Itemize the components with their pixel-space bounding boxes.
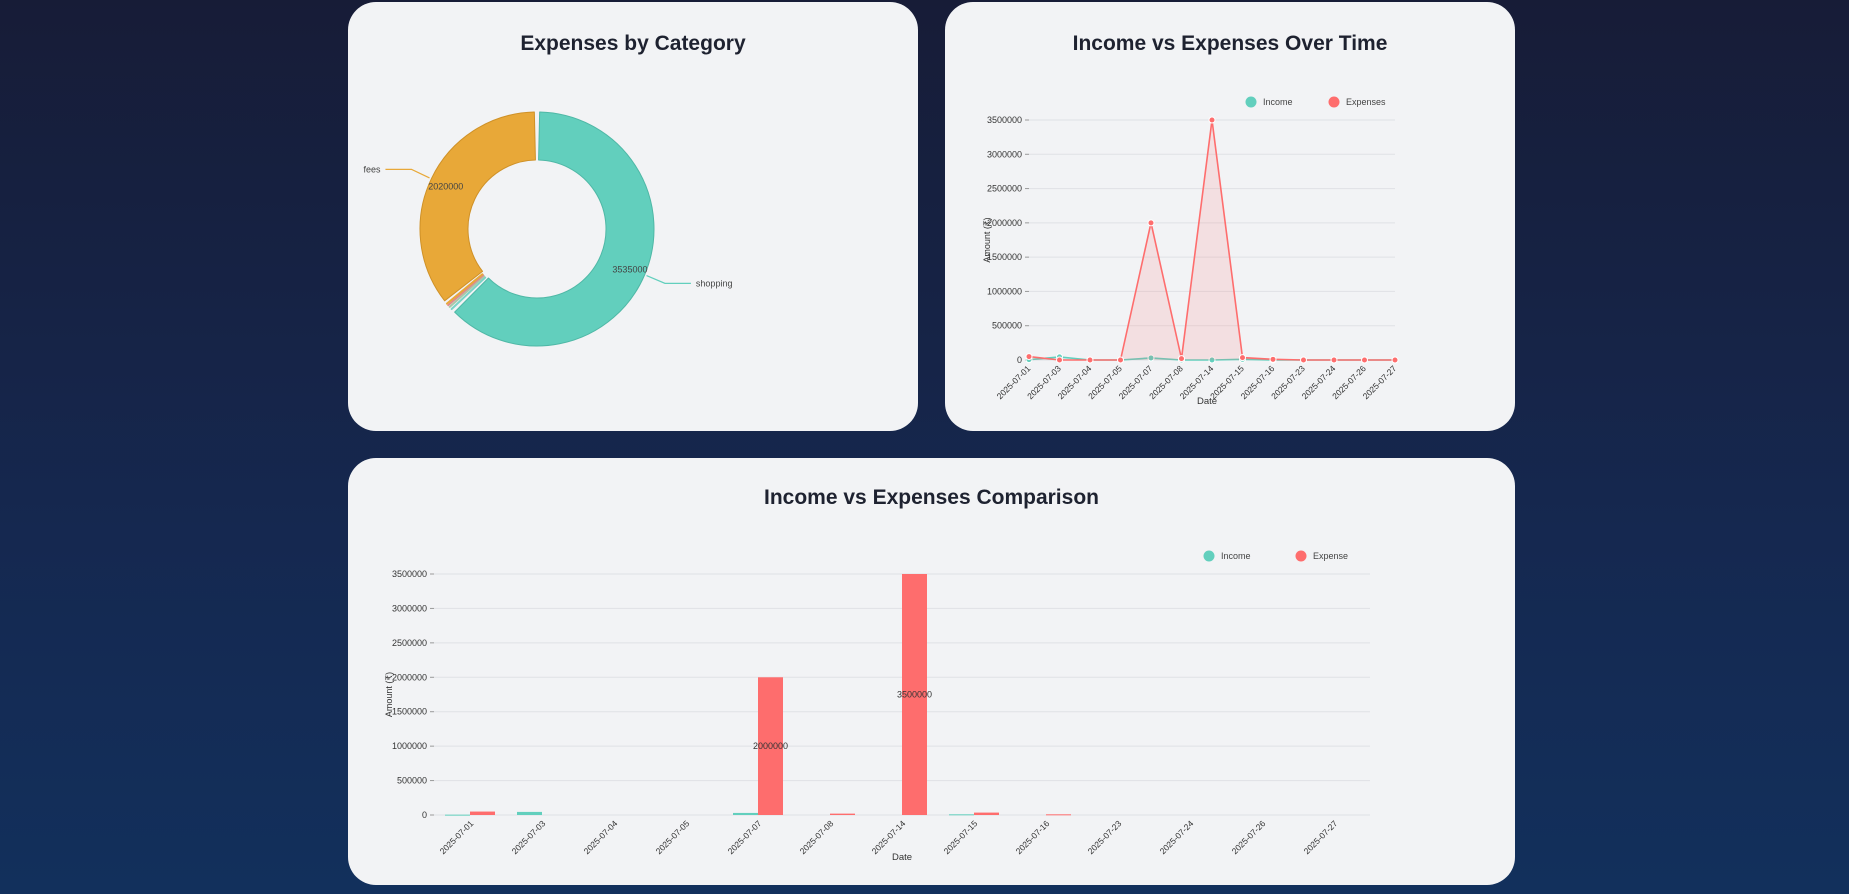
bar-chart-xtick-label: 2025-07-26 [1230,818,1268,856]
line-point [1330,356,1338,364]
line-chart-ytick-label: 1500000 [987,252,1022,262]
income-vs-expenses-comparison-card: Income vs Expenses Comparison 0 500000 100… [348,458,1515,885]
income-vs-expenses-over-time-card: Income vs Expenses Over Time 0 500000 1000… [945,2,1515,431]
bar-chart-xtick-label: 2025-07-04 [582,818,620,856]
bar-chart-ytick-label: 1500000 [392,707,427,717]
line-chart-legend-label: Expenses [1346,97,1386,107]
bar-chart-xlabel: Date [892,852,912,863]
line-chart-ytick-label: 1000000 [987,286,1022,296]
bar-chart-ytick-label: 0 [422,810,427,820]
bar-expense [1046,814,1071,816]
donut-slice-value: 2020000 [428,182,463,192]
line-chart-ytick-label: 0 [1017,355,1022,365]
bar-chart-ytick-label: 2500000 [392,638,427,648]
donut-slice-label: fees [363,164,381,174]
bar-chart-xtick-label: 2025-07-24 [1158,818,1196,856]
bar-chart-ytick-label: 2000000 [392,672,427,682]
bar-chart-ytick-label: 3000000 [392,603,427,613]
line-point [1025,353,1033,361]
line-point [1269,355,1277,363]
bar-income [445,814,470,816]
donut-label-line [646,274,691,284]
bar-chart: 0 500000 1000000 1500000 2000000 2500000 30000… [384,550,1370,863]
bar-expense [902,574,927,815]
line-point [1300,356,1307,364]
bar-chart-ytick-label: 3500000 [392,569,427,579]
bar-data-label: 2000000 [753,741,788,751]
line-point [1056,356,1063,364]
bar-income [733,812,758,815]
bar-chart-legend-marker [1203,550,1215,562]
pie-chart-title: Expenses by Category [520,32,746,55]
line-chart-ytick-label: 2000000 [987,218,1022,228]
line-point [1147,354,1155,362]
donut-slice [450,276,487,311]
bar-chart-xtick-label: 2025-07-03 [510,818,548,856]
donut-label-line [385,168,430,179]
bar-expense [974,812,999,815]
line-chart-ytick-label: 2500000 [987,184,1022,194]
donut-slice-label: shopping [696,278,733,288]
bar-chart-title: Income vs Expenses Comparison [764,486,1099,509]
expenses-by-category-card: Expenses by Category 3535000 shopping 2020… [348,2,918,431]
donut-chart: 3535000 shopping 2020000 fees [363,111,733,347]
line-point [1086,356,1094,364]
line-point [1361,356,1368,364]
bar-chart-xtick-label: 2025-07-05 [654,818,692,856]
bar-chart-legend-label: Income [1221,551,1251,561]
line-chart-ytick-label: 500000 [992,321,1022,331]
line-chart-xlabel: Date [1197,396,1217,407]
bar-expense [470,811,495,815]
bar-chart-ytick-label: 1000000 [392,741,427,751]
donut-slice [447,274,485,307]
line-point [1178,355,1185,363]
line-point [1117,356,1124,364]
line-chart: 0 500000 1000000 1500000 2000000 2500000 30000… [982,96,1399,407]
line-chart-title: Income vs Expenses Over Time [1072,32,1388,55]
line-chart-legend-marker [1328,96,1340,108]
line-chart-ylabel: Amount (₹) [982,217,992,262]
bar-chart-xtick-label: 2025-07-15 [942,818,980,856]
line-point [1239,354,1246,362]
bar-chart-xtick-label: 2025-07-07 [726,818,764,856]
donut-slice [448,275,486,308]
bar-chart-xtick-label: 2025-07-16 [1014,818,1052,856]
bar-chart-legend-marker [1295,550,1307,562]
line-point [1147,219,1155,227]
bar-data-label: 3500000 [897,690,932,700]
bar-chart-legend-label: Expense [1313,551,1348,561]
line-point [1208,116,1216,124]
bar-chart-xtick-label: 2025-07-08 [798,818,836,856]
donut-slice [454,111,655,347]
line-chart-legend-label: Income [1263,97,1293,107]
bar-expense [758,677,783,815]
bar-chart-ytick-label: 500000 [397,776,427,786]
line-chart-ytick-label: 3000000 [987,149,1022,159]
line-chart-ytick-label: 3500000 [987,115,1022,125]
donut-slice [419,111,536,302]
bar-income [949,814,974,816]
line-chart-legend-marker [1245,96,1257,108]
bar-chart-xtick-label: 2025-07-01 [438,818,476,856]
donut-slice [445,273,484,305]
bar-income [517,811,542,815]
line-point [1208,356,1216,364]
donut-slice-value: 3535000 [612,264,647,274]
line-series-area [1029,120,1395,360]
bar-chart-xtick-label: 2025-07-27 [1302,818,1340,856]
bar-chart-ylabel: Amount (₹) [384,672,394,717]
bar-chart-xtick-label: 2025-07-23 [1086,818,1124,856]
bar-expense [830,813,855,815]
line-point [1391,356,1399,364]
bar-chart-xtick-label: 2025-07-14 [870,818,908,856]
